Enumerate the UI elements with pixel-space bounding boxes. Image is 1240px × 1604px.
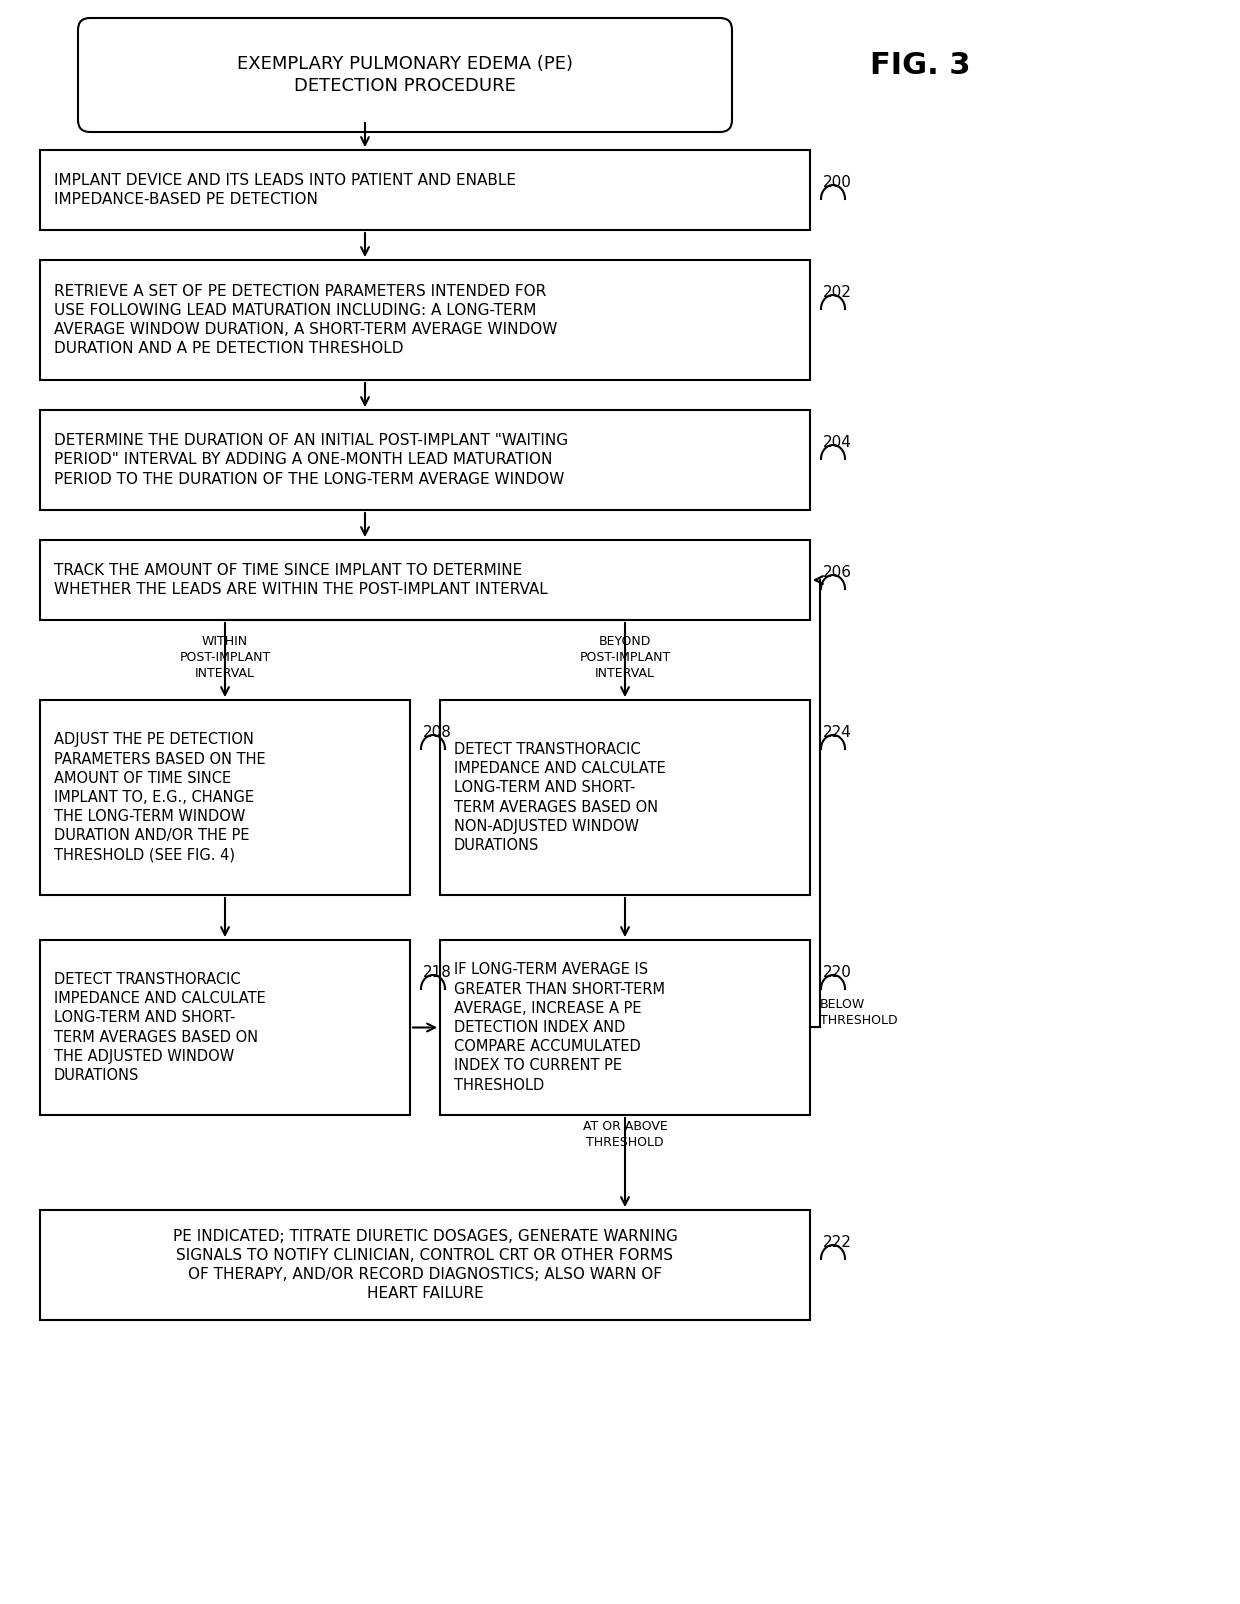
Text: 202: 202 [823,286,852,300]
Text: BELOW
THRESHOLD: BELOW THRESHOLD [820,998,898,1027]
Text: IF LONG-TERM AVERAGE IS
GREATER THAN SHORT-TERM
AVERAGE, INCREASE A PE
DETECTION: IF LONG-TERM AVERAGE IS GREATER THAN SHO… [454,962,665,1092]
Text: PE INDICATED; TITRATE DIURETIC DOSAGES, GENERATE WARNING
SIGNALS TO NOTIFY CLINI: PE INDICATED; TITRATE DIURETIC DOSAGES, … [172,1229,677,1301]
Bar [40,1209,810,1320]
Text: TRACK THE AMOUNT OF TIME SINCE IMPLANT TO DETERMINE
WHETHER THE LEADS ARE WITHIN: TRACK THE AMOUNT OF TIME SINCE IMPLANT T… [55,563,548,597]
Text: FIG. 3: FIG. 3 [870,50,971,80]
Bar [40,411,810,510]
Text: 218: 218 [423,966,451,980]
Text: 208: 208 [423,725,451,739]
Text: DETECT TRANSTHORACIC
IMPEDANCE AND CALCULATE
LONG-TERM AND SHORT-
TERM AVERAGES : DETECT TRANSTHORACIC IMPEDANCE AND CALCU… [55,972,265,1083]
Bar [40,260,810,380]
Text: RETRIEVE A SET OF PE DETECTION PARAMETERS INTENDED FOR
USE FOLLOWING LEAD MATURA: RETRIEVE A SET OF PE DETECTION PARAMETER… [55,284,557,356]
Text: 206: 206 [823,565,852,581]
Text: 222: 222 [823,1235,852,1250]
Bar [40,699,410,895]
Bar [40,151,810,229]
Text: IMPLANT DEVICE AND ITS LEADS INTO PATIENT AND ENABLE
IMPEDANCE-BASED PE DETECTIO: IMPLANT DEVICE AND ITS LEADS INTO PATIEN… [55,173,516,207]
Text: WITHIN
POST-IMPLANT
INTERVAL: WITHIN POST-IMPLANT INTERVAL [180,635,270,680]
Text: DETERMINE THE DURATION OF AN INITIAL POST-IMPLANT "WAITING
PERIOD" INTERVAL BY A: DETERMINE THE DURATION OF AN INITIAL POS… [55,433,568,486]
Text: 200: 200 [823,175,852,189]
Text: DETECT TRANSTHORACIC
IMPEDANCE AND CALCULATE
LONG-TERM AND SHORT-
TERM AVERAGES : DETECT TRANSTHORACIC IMPEDANCE AND CALCU… [454,743,666,853]
Bar [40,940,410,1115]
Text: BEYOND
POST-IMPLANT
INTERVAL: BEYOND POST-IMPLANT INTERVAL [579,635,671,680]
Bar [40,541,810,621]
Text: EXEMPLARY PULMONARY EDEMA (PE)
DETECTION PROCEDURE: EXEMPLARY PULMONARY EDEMA (PE) DETECTION… [237,55,573,96]
Text: AT OR ABOVE
THRESHOLD: AT OR ABOVE THRESHOLD [583,1120,667,1148]
Text: 224: 224 [823,725,852,739]
Text: 204: 204 [823,435,852,451]
Bar [440,699,810,895]
FancyBboxPatch shape [78,18,732,132]
Text: 220: 220 [823,966,852,980]
Bar [440,940,810,1115]
Text: ADJUST THE PE DETECTION
PARAMETERS BASED ON THE
AMOUNT OF TIME SINCE
IMPLANT TO,: ADJUST THE PE DETECTION PARAMETERS BASED… [55,733,265,863]
